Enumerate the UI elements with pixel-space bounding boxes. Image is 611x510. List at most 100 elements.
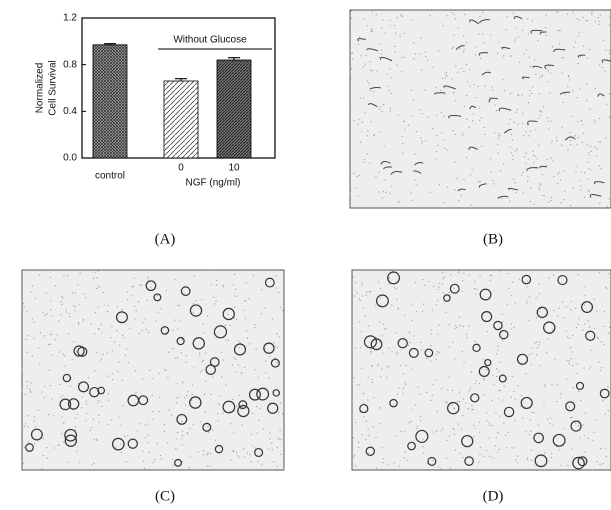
speckle: [509, 118, 511, 120]
speckle: [443, 138, 445, 141]
speckle: [410, 304, 413, 306]
speckle: [513, 326, 515, 329]
cell: [272, 389, 281, 397]
speckle: [404, 451, 406, 453]
cell: [366, 48, 379, 52]
speckle: [482, 33, 484, 35]
cell: [447, 401, 460, 415]
speckle: [218, 404, 220, 406]
speckle: [403, 457, 405, 459]
speckle: [73, 305, 75, 307]
speckle: [507, 272, 509, 275]
speckle: [235, 451, 237, 453]
speckle: [186, 431, 188, 434]
speckle: [97, 327, 100, 330]
speckle: [498, 132, 500, 134]
speckle: [605, 456, 607, 458]
speckle: [581, 329, 584, 331]
speckle: [397, 201, 400, 203]
speckle: [490, 274, 493, 276]
speckle: [375, 467, 378, 469]
speckle: [528, 33, 530, 35]
cell: [498, 107, 512, 112]
speckle: [389, 24, 391, 27]
speckle: [397, 114, 399, 116]
speckle: [172, 464, 175, 466]
speckle: [355, 421, 357, 423]
speckle: [174, 319, 176, 321]
speckle: [546, 158, 548, 160]
speckle: [602, 39, 604, 41]
speckle: [240, 372, 242, 374]
speckle: [379, 341, 381, 343]
speckle: [498, 448, 500, 451]
speckle: [46, 313, 48, 315]
speckle: [598, 165, 600, 167]
speckle: [49, 276, 52, 278]
speckle: [103, 304, 105, 307]
speckle: [438, 50, 440, 52]
speckle: [371, 28, 373, 30]
speckle: [558, 171, 560, 174]
cell: [389, 398, 398, 408]
speckle: [185, 404, 187, 406]
speckle: [356, 292, 358, 294]
speckle: [591, 13, 593, 15]
speckle: [412, 99, 415, 101]
speckle: [280, 439, 282, 441]
speckle: [389, 19, 392, 22]
speckle: [147, 434, 149, 436]
speckle: [441, 77, 444, 79]
speckle: [76, 413, 78, 416]
speckle: [577, 120, 579, 123]
speckle: [456, 400, 459, 402]
speckle: [46, 457, 48, 459]
speckle: [351, 462, 354, 464]
speckle: [522, 417, 524, 419]
speckle: [379, 131, 381, 133]
speckle: [380, 53, 382, 55]
speckle: [435, 379, 438, 381]
speckle: [497, 345, 499, 347]
speckle: [531, 92, 533, 94]
cell: [176, 336, 185, 346]
speckle: [574, 41, 577, 43]
cell: [530, 29, 543, 34]
speckle: [65, 311, 67, 313]
speckle: [525, 431, 527, 433]
speckle: [176, 401, 178, 404]
speckle: [102, 291, 104, 293]
speckle: [450, 11, 453, 14]
speckle: [192, 311, 194, 313]
annotation: Without Glucose: [173, 35, 247, 46]
speckle: [279, 402, 281, 404]
speckle: [437, 144, 439, 146]
speckle: [170, 414, 173, 416]
speckle: [241, 424, 243, 426]
cell: [415, 429, 429, 443]
cell: [30, 428, 43, 441]
speckle: [391, 304, 393, 306]
speckle: [197, 451, 199, 454]
cell: [526, 167, 539, 171]
speckle: [49, 343, 51, 345]
speckle: [548, 128, 550, 130]
speckle: [382, 197, 384, 199]
speckle: [512, 159, 514, 161]
speckle: [401, 57, 403, 59]
speckle: [562, 57, 564, 59]
speckle: [254, 447, 257, 449]
speckle: [269, 355, 271, 357]
speckle: [107, 304, 109, 306]
speckle: [203, 332, 205, 334]
speckle: [424, 89, 426, 91]
speckle: [591, 11, 593, 13]
speckle: [65, 309, 67, 311]
speckle: [511, 281, 514, 283]
speckle: [129, 327, 131, 329]
speckle: [53, 447, 55, 449]
speckle: [535, 128, 537, 131]
speckle: [578, 391, 580, 393]
speckle: [430, 333, 432, 335]
cell: [536, 306, 548, 319]
